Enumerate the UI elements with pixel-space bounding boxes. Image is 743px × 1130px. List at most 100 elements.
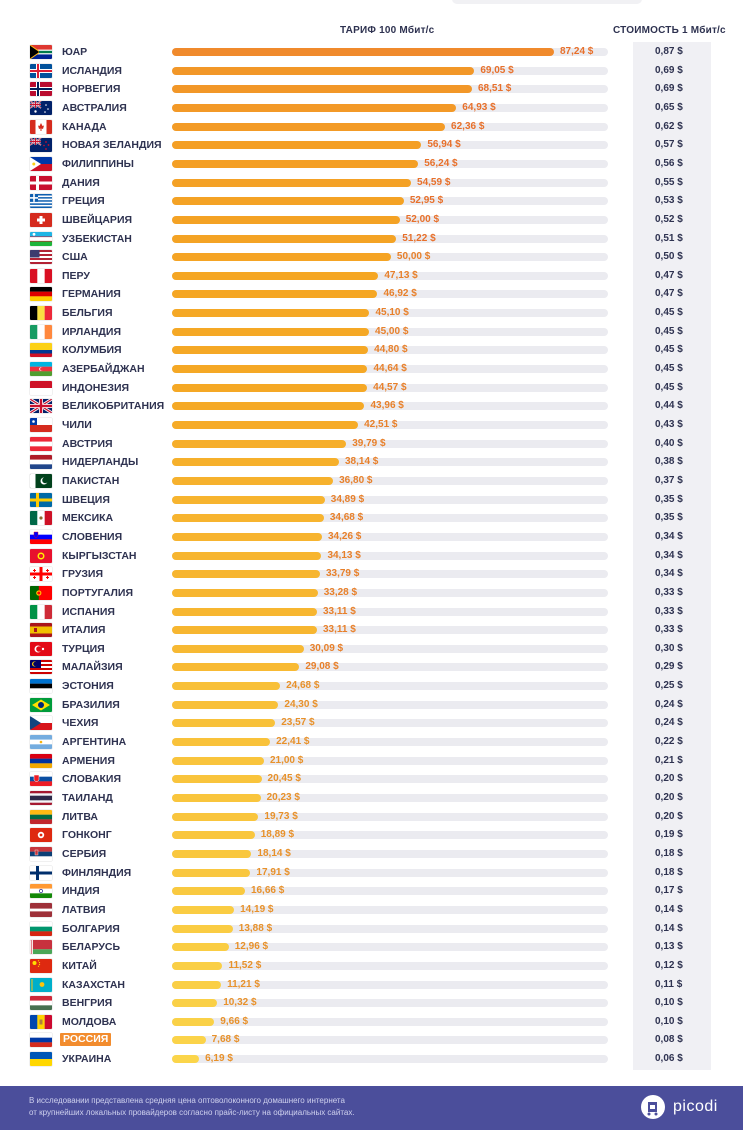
- bar-track: [172, 514, 608, 523]
- bar-track: [172, 943, 608, 952]
- au-flag-icon: [30, 100, 52, 115]
- tariff-value-label: 54,59 $: [417, 176, 451, 188]
- country-label: ГРЕЦИЯ: [62, 195, 105, 208]
- chart-row: ТАИЛАНД 20,23 $ 0,20 $: [0, 789, 743, 807]
- chart-row: ИРЛАНДИЯ 45,00 $ 0,45 $: [0, 323, 743, 341]
- pe-flag-icon: [30, 268, 52, 283]
- chart-row: ПАКИСТАН 36,80 $ 0,37 $: [0, 472, 743, 490]
- country-label: ЮАР: [62, 46, 88, 58]
- bar-track: [172, 271, 608, 280]
- at-flag-icon: [30, 436, 52, 451]
- bar-track: [172, 421, 608, 429]
- chart-row: АРГЕНТИНА 22,41 $ 0,22 $: [0, 733, 743, 751]
- chart-row: ЛАТВИЯ 14,19 $ 0,14 $: [0, 901, 743, 919]
- chart-row: ЭСТОНИЯ 24,68 $ 0,25 $: [0, 677, 743, 695]
- cz-flag-icon: [30, 716, 52, 731]
- tariff-bar: [172, 48, 554, 56]
- country-label: ИРЛАНДИЯ: [62, 325, 121, 338]
- cost-per-mbit-label: 0,20 $: [655, 810, 683, 822]
- tariff-bar: [172, 159, 419, 168]
- rs-flag-icon: [30, 846, 52, 861]
- tariff-bar: [172, 943, 229, 952]
- cost-per-mbit-label: 0,45 $: [655, 307, 683, 319]
- country-label: ФИНЛЯНДИЯ: [62, 866, 132, 879]
- country-label: США: [62, 251, 88, 264]
- cost-per-mbit-label: 0,12 $: [655, 959, 683, 971]
- tariff-value-label: 33,11 $: [322, 605, 356, 617]
- ch-flag-icon: [30, 212, 52, 227]
- tariff-bar: [172, 197, 404, 206]
- ge-flag-icon: [30, 567, 52, 582]
- tariff-bar: [172, 141, 422, 150]
- tariff-value-label: 20,45 $: [267, 773, 301, 785]
- bar-track: [172, 999, 608, 1008]
- country-label: ЭСТОНИЯ: [62, 680, 114, 693]
- chart-row: КЫРГЫЗСТАН 34,13 $ 0,34 $: [0, 547, 743, 565]
- tariff-value-label: 69,05 $: [480, 64, 514, 76]
- tariff-value-label: 51,22 $: [402, 232, 436, 244]
- tariff-bar: [172, 682, 281, 691]
- by-flag-icon: [30, 940, 52, 955]
- country-label: МЕКСИКА: [62, 512, 114, 525]
- mx-flag-icon: [30, 511, 52, 526]
- tariff-value-label: 39,79 $: [352, 437, 386, 449]
- bar-track: [172, 644, 608, 653]
- cost-column-header: СТОИМОСТЬ 1 Мбит/с: [613, 25, 726, 36]
- tariff-value-label: 24,68 $: [286, 680, 320, 692]
- country-label: БОЛГАРИЯ: [62, 922, 120, 935]
- bar-track: [172, 682, 608, 691]
- country-label: ВЕНГРИЯ: [62, 997, 113, 1010]
- bar-track: [172, 346, 608, 355]
- bar-track: [172, 1017, 608, 1026]
- country-label: ДАНИЯ: [62, 176, 100, 189]
- country-label: БЕЛАРУСЬ: [62, 941, 121, 954]
- tariff-bar: [172, 626, 317, 635]
- tariff-value-label: 52,00 $: [405, 213, 440, 225]
- tariff-value-label: 34,89 $: [330, 493, 365, 505]
- tariff-column-header: ТАРИФ 100 Мбит/с: [340, 25, 435, 36]
- tariff-value-label: 16,66 $: [250, 885, 285, 897]
- chart-row: БЕЛЬГИЯ 45,10 $ 0,45 $: [0, 304, 743, 322]
- chart-row: ЛИТВА 19,73 $ 0,20 $: [0, 808, 743, 826]
- cost-per-mbit-label: 0,65 $: [655, 101, 683, 113]
- id-flag-icon: [30, 380, 52, 395]
- tariff-bar: [172, 700, 279, 709]
- tariff-value-label: 11,21 $: [227, 978, 260, 990]
- chart-row: ИТАЛИЯ 33,11 $ 0,33 $: [0, 621, 743, 639]
- ru-flag-icon: [30, 1033, 52, 1048]
- cost-per-mbit-label: 0,40 $: [655, 437, 683, 449]
- country-label: ШВЕЦИЯ: [62, 493, 110, 506]
- chart-row: АЗЕРБАЙДЖАН 44,64 $ 0,45 $: [0, 360, 743, 378]
- tariff-value-label: 68,51 $: [477, 83, 512, 95]
- bar-track: [172, 570, 608, 579]
- bar-track: [172, 383, 608, 392]
- chart-row: КАЗАХСТАН 11,21 $ 0,11 $: [0, 976, 743, 994]
- chart-row: ФИНЛЯНДИЯ 17,91 $ 0,18 $: [0, 864, 743, 882]
- gr-flag-icon: [30, 194, 52, 209]
- chart-row: ПЕРУ 47,13 $ 0,47 $: [0, 267, 743, 285]
- tariff-value-label: 50,00 $: [396, 251, 431, 263]
- country-label: КОЛУМБИЯ: [62, 344, 122, 357]
- bar-track: [172, 663, 608, 672]
- country-label: КЫРГЫЗСТАН: [62, 549, 137, 562]
- si-flag-icon: [30, 529, 52, 544]
- country-label: КАНАДА: [62, 120, 107, 133]
- country-label: ПЕРУ: [62, 269, 90, 282]
- chart-row: ФИЛИППИНЫ 56,24 $ 0,56 $: [0, 155, 743, 173]
- be-flag-icon: [30, 306, 52, 321]
- br-flag-icon: [30, 697, 52, 712]
- tariff-value-label: 52,95 $: [409, 195, 444, 207]
- tariff-bar: [172, 1036, 206, 1045]
- cost-per-mbit-label: 0,45 $: [655, 381, 683, 393]
- country-label: ИСПАНИЯ: [62, 605, 115, 618]
- country-label: ПОРТУГАЛИЯ: [62, 586, 133, 599]
- bar-track: [172, 458, 608, 467]
- tariff-bar: [172, 458, 339, 467]
- country-label: АЗЕРБАЙДЖАН: [62, 363, 145, 376]
- pk-flag-icon: [30, 473, 52, 488]
- bar-track: [172, 495, 608, 504]
- cost-per-mbit-label: 0,43 $: [655, 419, 683, 430]
- chart-row: СЛОВЕНИЯ 34,26 $ 0,34 $: [0, 528, 743, 546]
- picodi-logo-icon: [641, 1095, 665, 1119]
- gb-flag-icon: [30, 399, 52, 414]
